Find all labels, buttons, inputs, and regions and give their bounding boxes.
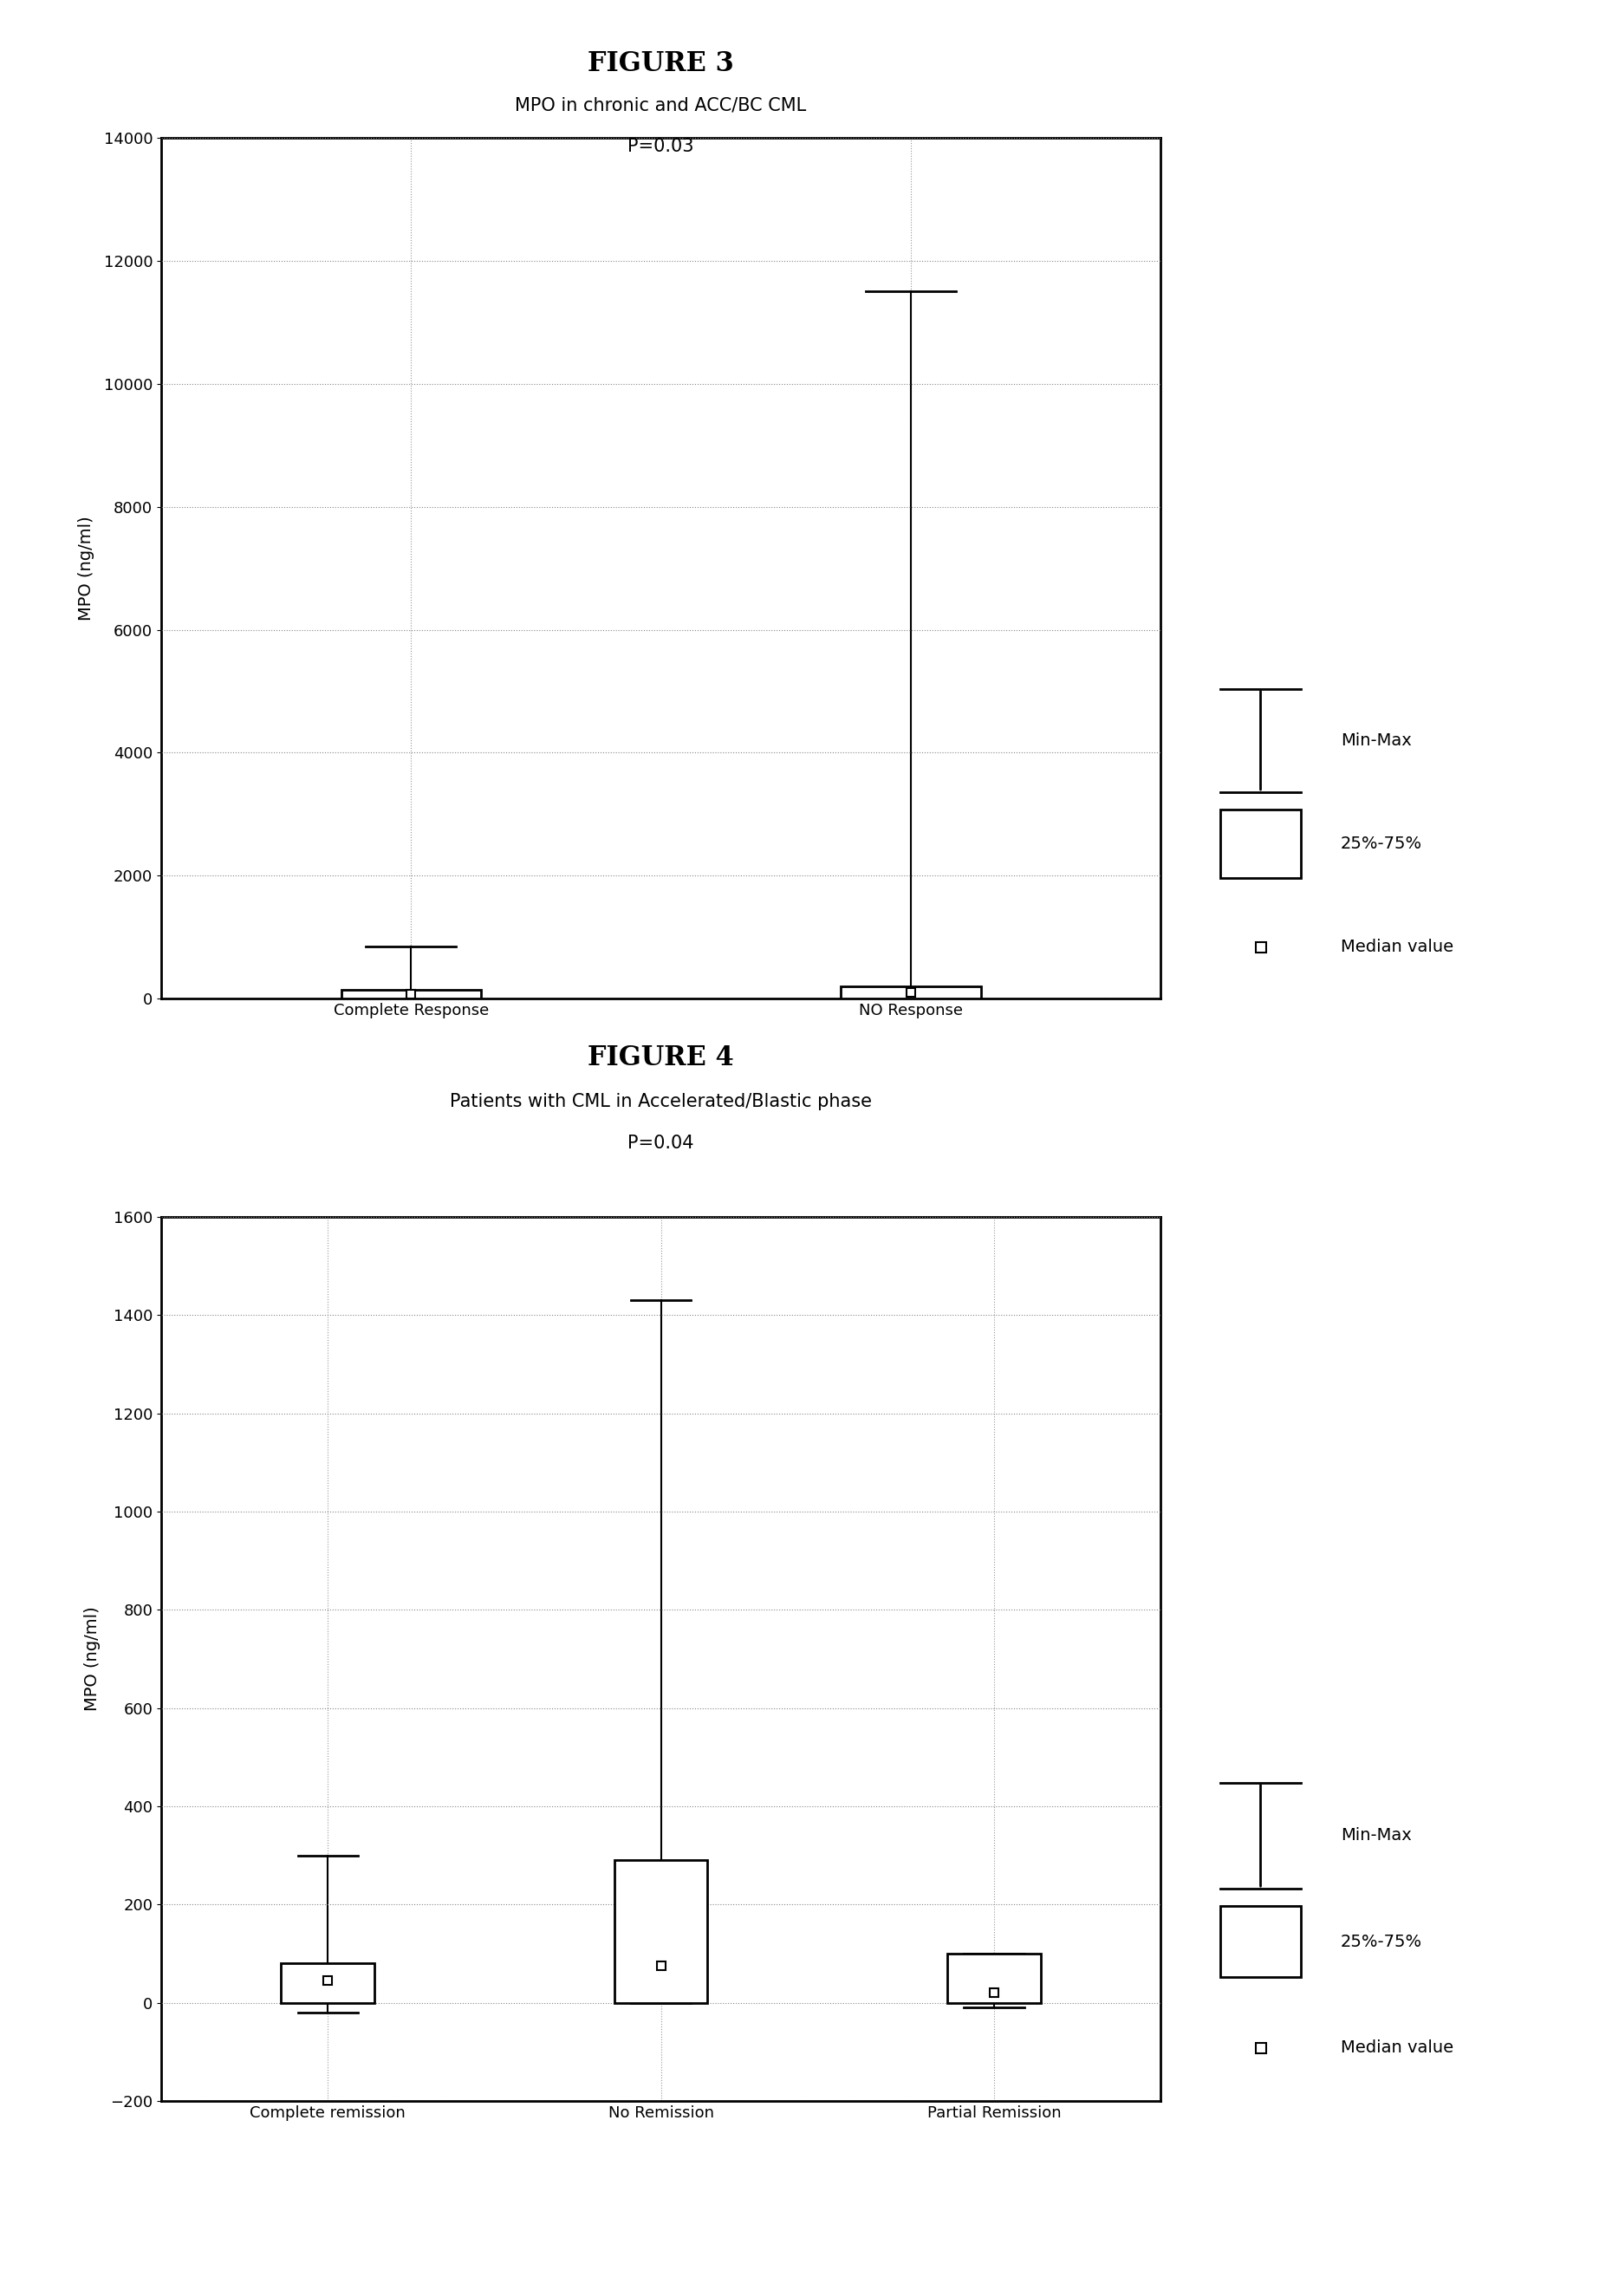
Text: Median value: Median value xyxy=(1341,2039,1454,2055)
Text: 25%-75%: 25%-75% xyxy=(1341,836,1422,852)
Text: FIGURE 4: FIGURE 4 xyxy=(588,1045,733,1072)
Y-axis label: MPO (ng/ml): MPO (ng/ml) xyxy=(84,1607,100,1711)
Text: Min-Max: Min-Max xyxy=(1341,732,1412,748)
Bar xyxy=(948,1954,1041,2002)
Text: 25%-75%: 25%-75% xyxy=(1341,1933,1422,1949)
Bar xyxy=(614,1860,708,2002)
Bar xyxy=(342,990,480,999)
Text: P=0.04: P=0.04 xyxy=(627,1134,695,1153)
FancyBboxPatch shape xyxy=(1220,1906,1301,1977)
Text: Min-Max: Min-Max xyxy=(1341,1828,1412,1844)
Y-axis label: MPO (ng/ml): MPO (ng/ml) xyxy=(77,517,93,620)
Text: P=0.03: P=0.03 xyxy=(627,138,695,156)
FancyBboxPatch shape xyxy=(1220,810,1301,879)
Text: Patients with CML in Accelerated/Blastic phase: Patients with CML in Accelerated/Blastic… xyxy=(450,1093,872,1111)
Text: Median value: Median value xyxy=(1341,939,1454,955)
Bar xyxy=(841,987,980,999)
Text: MPO in chronic and ACC/BC CML: MPO in chronic and ACC/BC CML xyxy=(516,96,806,115)
Bar xyxy=(280,1963,374,2002)
Text: FIGURE 3: FIGURE 3 xyxy=(588,51,733,78)
